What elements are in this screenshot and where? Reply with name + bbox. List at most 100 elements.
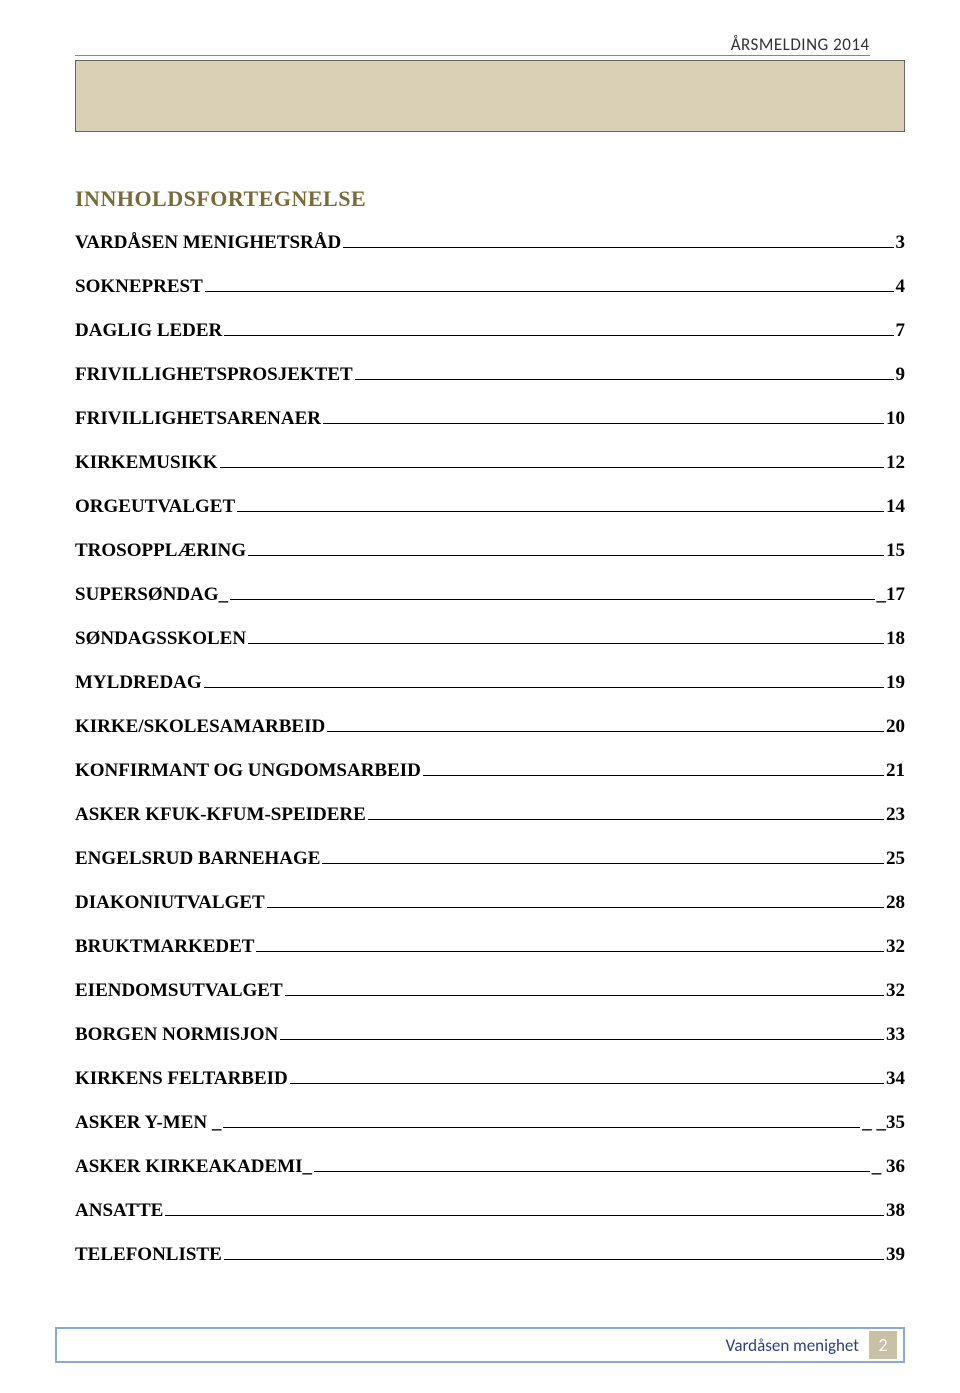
toc-entry-page: 32 [886, 980, 905, 1002]
toc-entry-label: SUPERSØNDAG_ [75, 584, 228, 606]
toc-entry-page: 18 [886, 628, 905, 650]
toc-entry-label: ENGELSRUD BARNEHAGE [75, 848, 320, 870]
toc-entry-label: FRIVILLIGHETSPROSJEKTET [75, 364, 353, 386]
toc-entry-page: 38 [886, 1200, 905, 1222]
toc-entry-page: 4 [896, 276, 906, 298]
toc-leader-line [322, 863, 884, 864]
toc-entry[interactable]: MYLDREDAG 19 [75, 672, 905, 694]
toc-entry-page: _ _35 [862, 1112, 905, 1134]
toc-entry-page: 7 [896, 320, 906, 342]
toc-entry-page: 39 [886, 1244, 905, 1266]
toc-leader-line [224, 335, 893, 336]
toc-entry-page: 9 [896, 364, 906, 386]
toc-entry-label: FRIVILLIGHETSARENAER [75, 408, 321, 430]
toc-entry-label: MYLDREDAG [75, 672, 202, 694]
toc-entry[interactable]: EIENDOMSUTVALGET32 [75, 980, 905, 1002]
toc-leader-line [327, 731, 884, 732]
toc-leader-line [323, 423, 884, 424]
toc-entry-label: TROSOPPLÆRING [75, 540, 246, 562]
toc-entry[interactable]: FRIVILLIGHETSARENAER 10 [75, 408, 905, 430]
toc-entry[interactable]: ASKER KFUK-KFUM-SPEIDERE23 [75, 804, 905, 826]
toc-entry-label: KIRKE/SKOLESAMARBEID [75, 716, 325, 738]
toc-entry[interactable]: KIRKENS FELTARBEID 34 [75, 1068, 905, 1090]
toc-entry[interactable]: DIAKONIUTVALGET 28 [75, 892, 905, 914]
toc-entry[interactable]: TROSOPPLÆRING 15 [75, 540, 905, 562]
toc-leader-line [290, 1083, 884, 1084]
toc-leader-line [423, 775, 884, 776]
toc-entry-page: 25 [886, 848, 905, 870]
toc-leader-line [224, 1259, 884, 1260]
toc-leader-line [368, 819, 884, 820]
toc-entry[interactable]: KIRKEMUSIKK 12 [75, 452, 905, 474]
toc-entry-page: 12 [886, 452, 905, 474]
toc-entry[interactable]: ORGEUTVALGET 14 [75, 496, 905, 518]
toc-entry-page: _17 [877, 584, 906, 606]
toc-entry[interactable]: TELEFONLISTE 39 [75, 1244, 905, 1266]
toc-entry-label: DAGLIG LEDER [75, 320, 222, 342]
toc-entry-page: 14 [886, 496, 905, 518]
toc-entry-page: 3 [896, 232, 906, 254]
toc-entry-page: 20 [886, 716, 905, 738]
toc-leader-line [355, 379, 894, 380]
toc-entry-label: ASKER Y-MEN _ [75, 1112, 221, 1134]
toc-entry-label: VARDÅSEN MENIGHETSRÅD [75, 232, 341, 254]
toc-entry[interactable]: BORGEN NORMISJON 33 [75, 1024, 905, 1046]
toc-entry[interactable]: BRUKTMARKEDET 32 [75, 936, 905, 958]
toc-entry-label: KONFIRMANT OG UNGDOMSARBEID [75, 760, 421, 782]
toc-entry-page: 32 [886, 936, 905, 958]
toc-entry-page: 19 [886, 672, 905, 694]
toc-entry[interactable]: SØNDAGSSKOLEN 18 [75, 628, 905, 650]
toc-entry[interactable]: SUPERSØNDAG_ _17 [75, 584, 905, 606]
toc-leader-line [230, 599, 874, 600]
page-header: ÅRSMELDING 2014 [75, 34, 905, 56]
toc-entry-label: SØNDAGSSKOLEN [75, 628, 246, 650]
toc-entry-page: _ 36 [872, 1156, 905, 1178]
toc-entry[interactable]: KIRKE/SKOLESAMARBEID 20 [75, 716, 905, 738]
toc-leader-line [248, 643, 884, 644]
toc-entry[interactable]: ANSATTE 38 [75, 1200, 905, 1222]
toc-entry-label: TELEFONLISTE [75, 1244, 222, 1266]
toc-entry-label: ORGEUTVALGET [75, 496, 235, 518]
toc-leader-line [220, 467, 884, 468]
toc-entry-page: 33 [886, 1024, 905, 1046]
toc-leader-line [285, 995, 884, 996]
toc-entry[interactable]: ASKER Y-MEN _ _ _35 [75, 1112, 905, 1134]
toc-entry-label: ANSATTE [75, 1200, 163, 1222]
toc-leader-line [165, 1215, 884, 1216]
toc-entry[interactable]: FRIVILLIGHETSPROSJEKTET 9 [75, 364, 905, 386]
toc-entry-page: 34 [886, 1068, 905, 1090]
toc-entry[interactable]: ENGELSRUD BARNEHAGE 25 [75, 848, 905, 870]
toc-entry-label: DIAKONIUTVALGET [75, 892, 265, 914]
toc-entry[interactable]: ASKER KIRKEAKADEMI_ _ 36 [75, 1156, 905, 1178]
toc-entry-label: ASKER KIRKEAKADEMI_ [75, 1156, 312, 1178]
page-footer: Vardåsen menighet 2 [55, 1327, 905, 1363]
toc-entry-label: KIRKEMUSIKK [75, 452, 218, 474]
toc-entry[interactable]: DAGLIG LEDER 7 [75, 320, 905, 342]
table-of-contents: VARDÅSEN MENIGHETSRÅD 3 SOKNEPREST 4 DAGLIG … [75, 232, 905, 1288]
toc-leader-line [280, 1039, 884, 1040]
toc-entry[interactable]: VARDÅSEN MENIGHETSRÅD 3 [75, 232, 905, 254]
toc-entry-label: BRUKTMARKEDET [75, 936, 254, 958]
toc-entry[interactable]: KONFIRMANT OG UNGDOMSARBEID 21 [75, 760, 905, 782]
toc-entry[interactable]: SOKNEPREST 4 [75, 276, 905, 298]
footer-text: Vardåsen menighet [726, 1335, 859, 1356]
toc-entry-label: BORGEN NORMISJON [75, 1024, 278, 1046]
toc-entry-label: KIRKENS FELTARBEID [75, 1068, 288, 1090]
toc-leader-line [267, 907, 884, 908]
toc-entry-page: 23 [886, 804, 905, 826]
toc-leader-line [256, 951, 884, 952]
toc-entry-page: 28 [886, 892, 905, 914]
toc-entry-label: SOKNEPREST [75, 276, 203, 298]
toc-leader-line [204, 687, 884, 688]
toc-entry-page: 15 [886, 540, 905, 562]
toc-leader-line [223, 1127, 860, 1128]
toc-leader-line [248, 555, 884, 556]
title-placeholder-box [75, 60, 905, 132]
toc-leader-line [205, 291, 894, 292]
toc-entry-page: 10 [886, 408, 905, 430]
footer-page-number: 2 [869, 1331, 897, 1359]
toc-leader-line [314, 1171, 870, 1172]
toc-leader-line [237, 511, 884, 512]
toc-leader-line [343, 247, 893, 248]
toc-entry-page: 21 [886, 760, 905, 782]
